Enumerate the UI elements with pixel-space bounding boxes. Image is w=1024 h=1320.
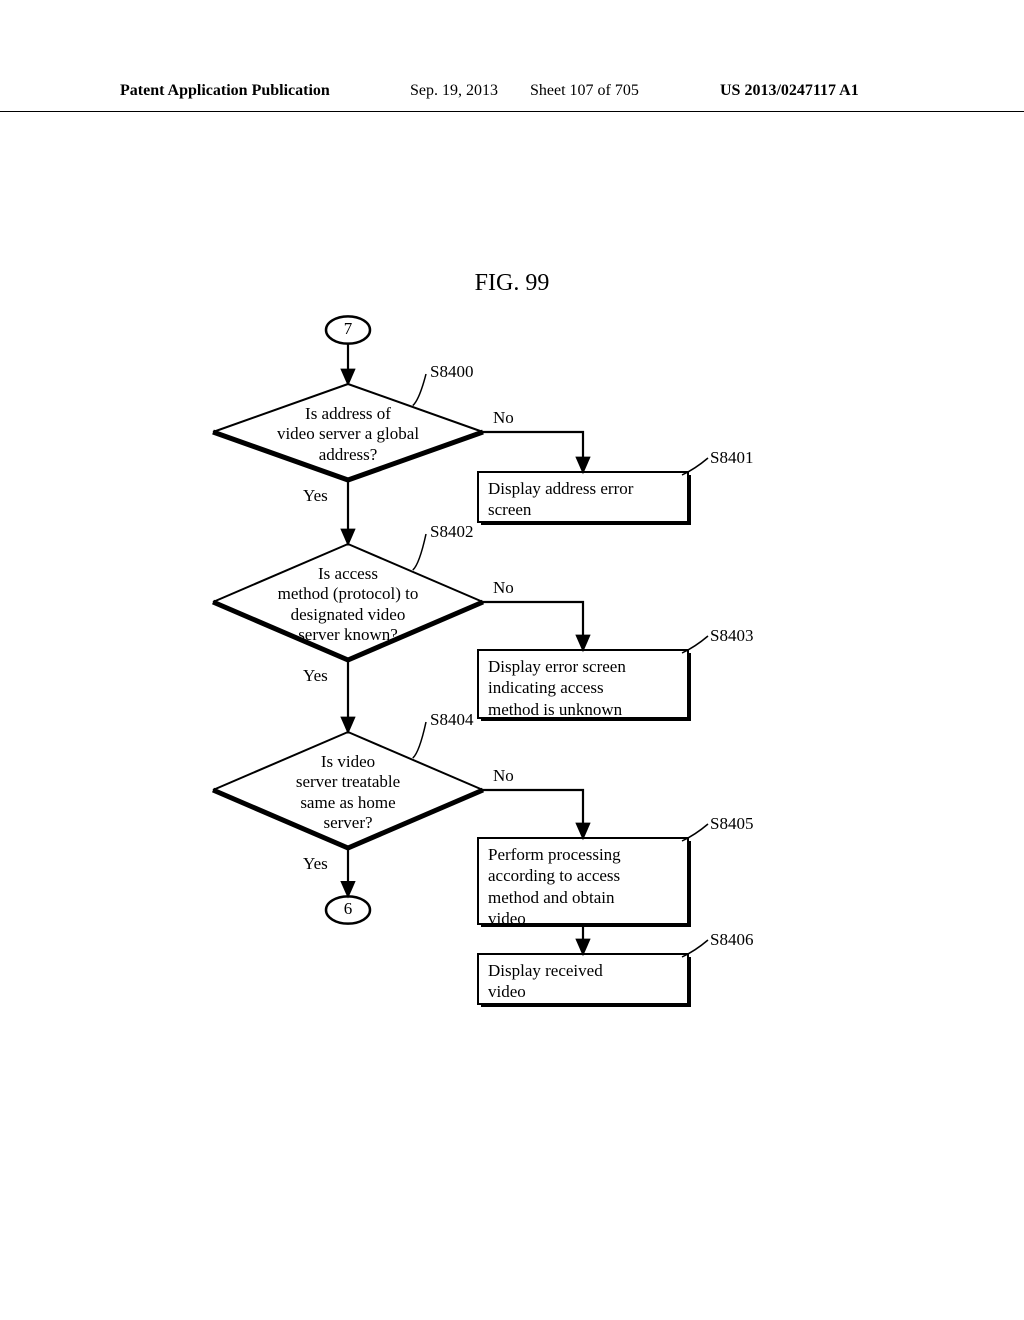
decision-d2-text: Is accessmethod (protocol) todesignated … [233,564,463,646]
decision-d3-yes: Yes [303,854,328,874]
decision-d1-ref: S8400 [430,362,473,382]
decision-d1-yes: Yes [303,486,328,506]
process-p3-ref: S8405 [710,814,753,834]
decision-d3-text: Is videoserver treatablesame as homeserv… [233,752,463,834]
decision-d1-no: No [493,408,514,428]
decision-d1-text: Is address ofvideo server a globaladdres… [233,404,463,465]
decision-d3-ref: S8404 [430,710,473,730]
connector-top-label: 7 [328,319,368,339]
process-p4-ref: S8406 [710,930,753,950]
process-p1-ref: S8401 [710,448,753,468]
process-p4-text: Display receivedvideo [488,960,682,1003]
process-p2-text: Display error screenindicating accessmet… [488,656,682,720]
decision-d2-no: No [493,578,514,598]
connector-bottom-label: 6 [328,899,368,919]
decision-d2-yes: Yes [303,666,328,686]
decision-d3-no: No [493,766,514,786]
decision-d2-ref: S8402 [430,522,473,542]
page: Patent Application Publication Sep. 19, … [0,0,1024,1320]
process-p1-text: Display address errorscreen [488,478,682,521]
process-p2-ref: S8403 [710,626,753,646]
process-p3-text: Perform processingaccording to accessmet… [488,844,682,929]
flowchart: 7 6 Is address ofvideo server a globalad… [0,0,1024,1320]
